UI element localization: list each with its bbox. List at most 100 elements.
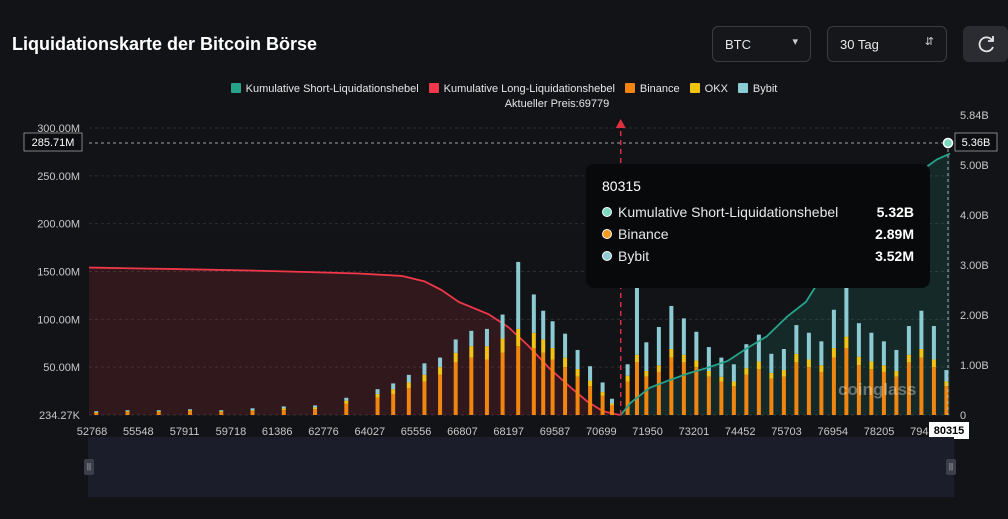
legend-item[interactable]: OKX: [689, 83, 728, 95]
hover-point: [942, 137, 954, 149]
bar-okx: [869, 361, 874, 370]
bar-bybit: [281, 406, 286, 409]
bar-okx: [694, 360, 699, 368]
bar-binance: [125, 412, 130, 415]
range-select[interactable]: 30 Tag ⇵: [827, 26, 947, 62]
y-left-marker-box: [23, 132, 83, 152]
bar-bybit: [500, 314, 505, 339]
tooltip-row-label: Kumulative Short-Liquidationshebel: [618, 204, 839, 220]
legend-item[interactable]: Kumulative Short-Liquidationshebel: [230, 83, 419, 96]
bar-binance: [769, 378, 774, 415]
bar-okx: [188, 410, 193, 412]
bar-okx: [806, 359, 811, 368]
bar-binance: [541, 352, 546, 415]
bar-okx: [819, 365, 824, 372]
bar-binance: [831, 357, 836, 415]
coin-select[interactable]: BTC ▾: [712, 26, 811, 62]
y-right-tick-label: 5.84B: [960, 110, 989, 122]
x-tick-label: 65556: [401, 426, 432, 438]
legend-item[interactable]: Bybit: [737, 83, 777, 95]
bar-okx: [484, 346, 489, 360]
bar-binance: [894, 376, 899, 415]
bar-binance: [250, 411, 255, 415]
bar-okx: [781, 370, 786, 377]
range-select-value: 30 Tag: [840, 37, 879, 52]
tooltip-row-label: Bybit: [618, 248, 650, 264]
bar-binance: [281, 410, 286, 415]
x-tick-label: 73201: [679, 426, 710, 438]
bar-okx: [406, 382, 411, 389]
bar-binance: [588, 386, 593, 415]
bar-okx: [563, 357, 568, 368]
legend-swatch: [689, 83, 700, 94]
bar-bybit: [531, 294, 536, 333]
legend-label: Kumulative Short-Liquidationshebel: [245, 83, 419, 96]
refresh-button[interactable]: [963, 26, 1008, 62]
bar-okx: [391, 389, 396, 394]
bar-binance: [344, 403, 349, 415]
bar-binance: [881, 371, 886, 415]
bar-binance: [694, 367, 699, 415]
bar-okx: [281, 408, 286, 411]
bar-bybit: [625, 364, 630, 376]
y-left-tick-label: 234.27K: [39, 410, 81, 422]
legend-item[interactable]: Binance: [624, 83, 680, 95]
zoom-slider[interactable]: [88, 437, 954, 497]
bar-binance: [669, 357, 674, 415]
bar-bybit: [881, 341, 886, 366]
y-right-marker-box: [954, 132, 998, 152]
bar-binance: [422, 381, 427, 415]
bar-bybit: [406, 374, 411, 383]
bar-okx: [634, 354, 639, 363]
x-tick-label: 59718: [216, 426, 247, 438]
bar-bybit: [313, 405, 318, 408]
y-left-tick-label: 300.00M: [37, 123, 80, 135]
bar-bybit: [681, 318, 686, 355]
bar-okx: [769, 372, 774, 379]
bar-bybit: [156, 410, 161, 412]
bar-binance: [781, 376, 786, 415]
bar-bybit: [344, 397, 349, 401]
bar-binance: [856, 365, 861, 415]
series-dot-icon: [602, 229, 612, 239]
bar-bybit: [919, 310, 924, 349]
bar-binance: [656, 371, 661, 415]
bar-okx: [94, 412, 99, 414]
x-tick-label: 64027: [355, 426, 386, 438]
bar-binance: [806, 367, 811, 415]
x-tick-label: 71950: [632, 426, 663, 438]
bar-binance: [406, 388, 411, 415]
bar-okx: [438, 367, 443, 375]
coin-select-value: BTC: [725, 37, 751, 52]
bar-bybit: [94, 411, 99, 413]
bar-bybit: [250, 408, 255, 411]
legend-swatch: [624, 83, 635, 94]
y-right-tick-label: 3.00B: [960, 260, 989, 272]
bar-binance: [944, 386, 949, 415]
bar-okx: [756, 361, 761, 370]
bar-binance: [453, 362, 458, 415]
chart-legend: Kumulative Short-Liquidationshebel Kumula…: [0, 83, 1008, 95]
zoom-handle-left[interactable]: ||: [84, 459, 94, 475]
zoom-handle-right[interactable]: ||: [946, 459, 956, 475]
bar-okx: [313, 407, 318, 410]
x-tick-label: 76954: [818, 426, 849, 438]
bar-bybit: [756, 334, 761, 362]
tooltip-row-value: 2.89M: [875, 226, 914, 242]
bar-binance: [794, 362, 799, 415]
bar-bybit: [609, 398, 614, 404]
tooltip-row-value: 3.52M: [875, 248, 914, 264]
bar-binance: [731, 386, 736, 415]
tooltip-row: Binance 2.89M: [602, 226, 914, 248]
bar-okx: [453, 352, 458, 363]
bar-binance: [609, 405, 614, 415]
legend-item[interactable]: Kumulative Long-Liquidationshebel: [428, 83, 615, 95]
bar-okx: [919, 348, 924, 358]
bar-binance: [438, 374, 443, 415]
long-area: [89, 267, 621, 415]
bar-bybit: [125, 410, 130, 412]
y-left-tick-label: 50.00M: [43, 362, 80, 374]
bar-binance: [550, 359, 555, 415]
bar-okx: [794, 353, 799, 363]
x-marker: 80315: [934, 425, 965, 437]
